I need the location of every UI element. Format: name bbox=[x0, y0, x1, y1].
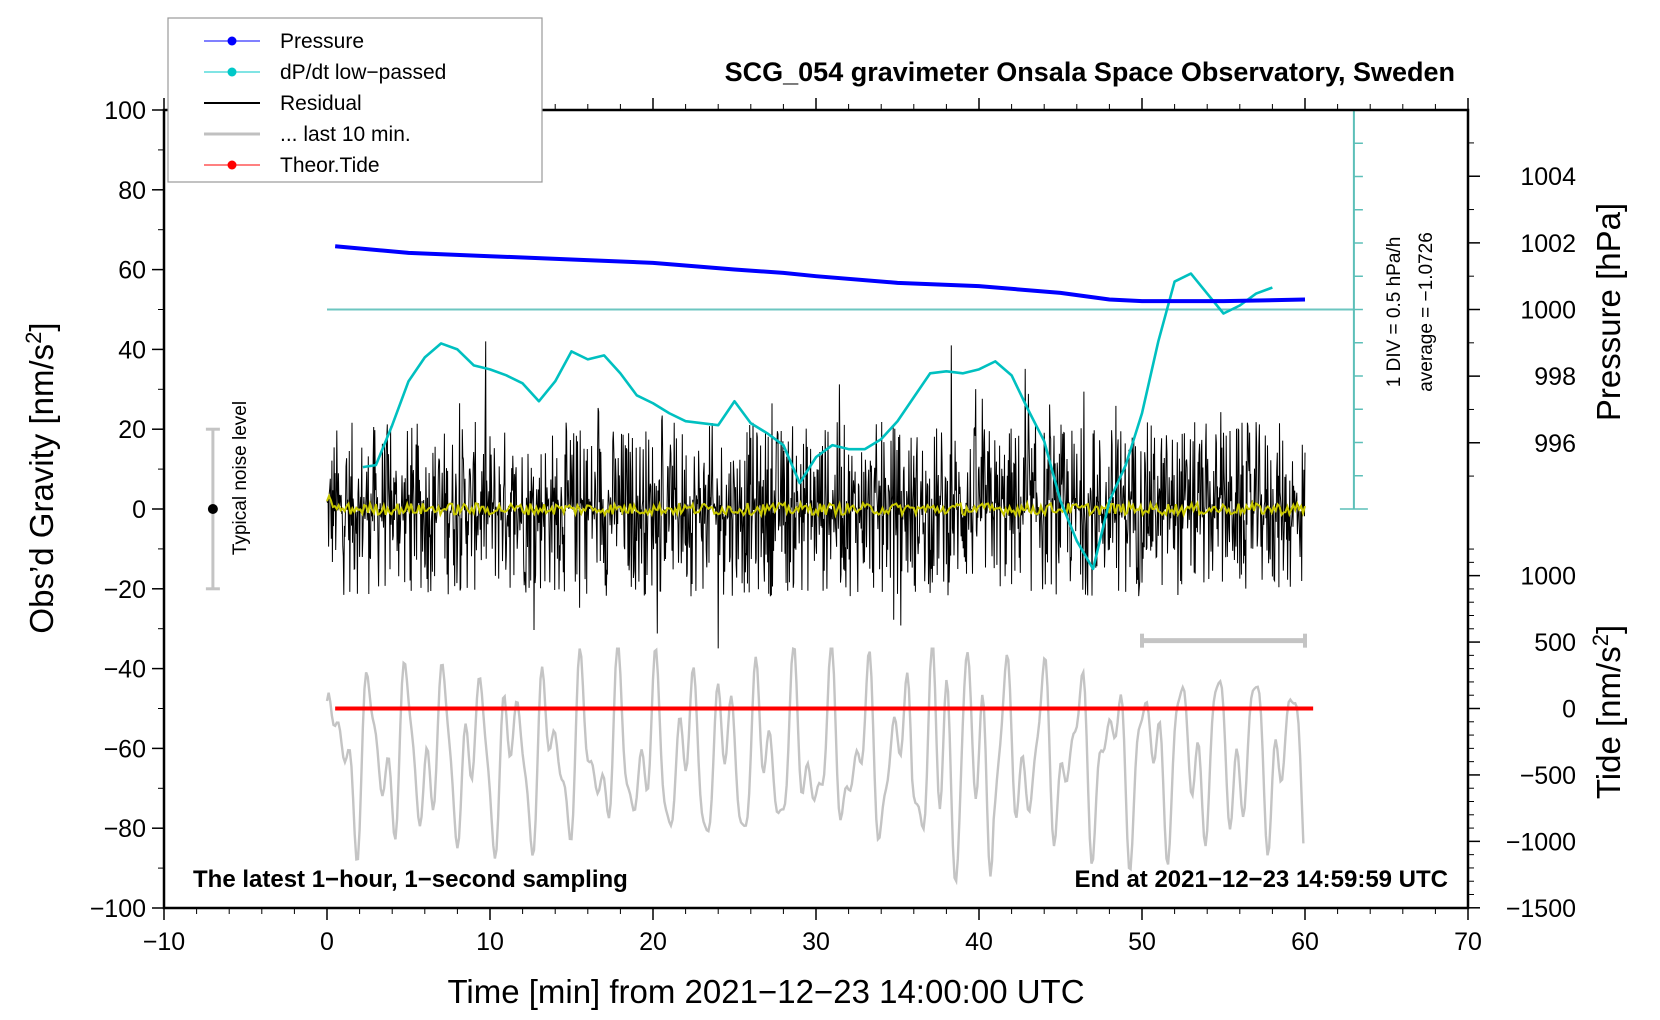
legend-label: Pressure bbox=[280, 30, 364, 53]
residual-smoothed-trace bbox=[326, 493, 1306, 519]
legend-label: dP/dt low−passed bbox=[280, 61, 446, 84]
y-left-tick-label: 0 bbox=[132, 496, 146, 524]
pressure-tick-label: 1002 bbox=[1520, 230, 1576, 258]
axes-layer: −10 0 10 20 30 40 50 60 70100806040200−20−40−60−… bbox=[90, 97, 1576, 956]
y-left-tick-label: −20 bbox=[104, 576, 146, 604]
x-tick-label: 30 bbox=[802, 928, 830, 956]
end-time-annotation: End at 2021−12−23 14:59:59 UTC bbox=[1074, 866, 1448, 893]
legend-label: Theor.Tide bbox=[280, 154, 380, 177]
y-left-tick-label: 100 bbox=[104, 97, 146, 125]
plot-layer bbox=[205, 109, 1368, 886]
x-tick-label: 10 bbox=[476, 928, 504, 956]
dpdt-trace bbox=[362, 272, 1273, 571]
y-axis-pressure-title: Pressure [hPa] bbox=[1590, 203, 1627, 421]
x-axis-title: Time [min] from 2021−12−23 14:00:00 UTC bbox=[447, 973, 1084, 1010]
chart-title: SCG_054 gravimeter Onsala Space Observat… bbox=[725, 57, 1455, 87]
legend-marker bbox=[227, 67, 237, 77]
tide-tick-label: −1000 bbox=[1506, 828, 1576, 856]
y-axis-tide-title: Tide [nm/s2] bbox=[1588, 625, 1628, 799]
legend-label: ... last 10 min. bbox=[280, 123, 411, 146]
noise-level-marker bbox=[207, 504, 218, 514]
legend: Pressure dP/dt low−passed Residual ... last… bbox=[167, 17, 543, 183]
tide-tick-label: 1000 bbox=[1520, 563, 1576, 591]
y-left-tick-label: −80 bbox=[104, 815, 146, 843]
legend-box bbox=[167, 17, 543, 183]
pressure-trace bbox=[334, 244, 1306, 304]
x-tick-label: 20 bbox=[639, 928, 667, 956]
x-tick-label: 40 bbox=[965, 928, 993, 956]
x-tick-label: 50 bbox=[1128, 928, 1156, 956]
sampling-annotation: The latest 1−hour, 1−second sampling bbox=[193, 866, 628, 893]
dpdt-average-label: average = −1.0726 bbox=[1416, 232, 1437, 392]
dpdt-scale-label: 1 DIV = 0.5 hPa/h bbox=[1384, 237, 1405, 388]
legend-marker bbox=[227, 160, 237, 170]
y-left-tick-label: −40 bbox=[104, 656, 146, 684]
y-left-tick-label: −60 bbox=[104, 735, 146, 763]
tide-tick-label: −500 bbox=[1520, 762, 1576, 790]
y-left-tick-label: 40 bbox=[118, 336, 146, 364]
x-tick-label: 60 bbox=[1291, 928, 1319, 956]
tide-tick-label: 500 bbox=[1534, 629, 1576, 657]
tide-tick-label: −1500 bbox=[1506, 895, 1576, 923]
y-axis-left-title: Obs’d Gravity [nm/s2] bbox=[21, 322, 61, 633]
tide-tick-label: 0 bbox=[1562, 696, 1576, 724]
legend-label: Residual bbox=[280, 92, 362, 115]
legend-marker bbox=[227, 36, 237, 46]
y-left-tick-label: −100 bbox=[90, 895, 146, 923]
x-tick-label: −10 bbox=[143, 928, 185, 956]
x-tick-label: 0 bbox=[320, 928, 334, 956]
pressure-tick-label: 998 bbox=[1534, 363, 1576, 391]
y-left-tick-label: 20 bbox=[118, 416, 146, 444]
x-tick-label: 70 bbox=[1454, 928, 1482, 956]
pressure-tick-label: 1004 bbox=[1520, 163, 1576, 191]
y-left-tick-label: 80 bbox=[118, 177, 146, 205]
pressure-tick-label: 996 bbox=[1534, 430, 1576, 458]
noise-level-label: Typical noise level bbox=[230, 401, 251, 555]
pressure-tick-label: 1000 bbox=[1520, 297, 1576, 325]
y-left-tick-label: 60 bbox=[118, 257, 146, 285]
residual-trace bbox=[326, 341, 1306, 649]
last-10-min-trace bbox=[325, 646, 1305, 886]
